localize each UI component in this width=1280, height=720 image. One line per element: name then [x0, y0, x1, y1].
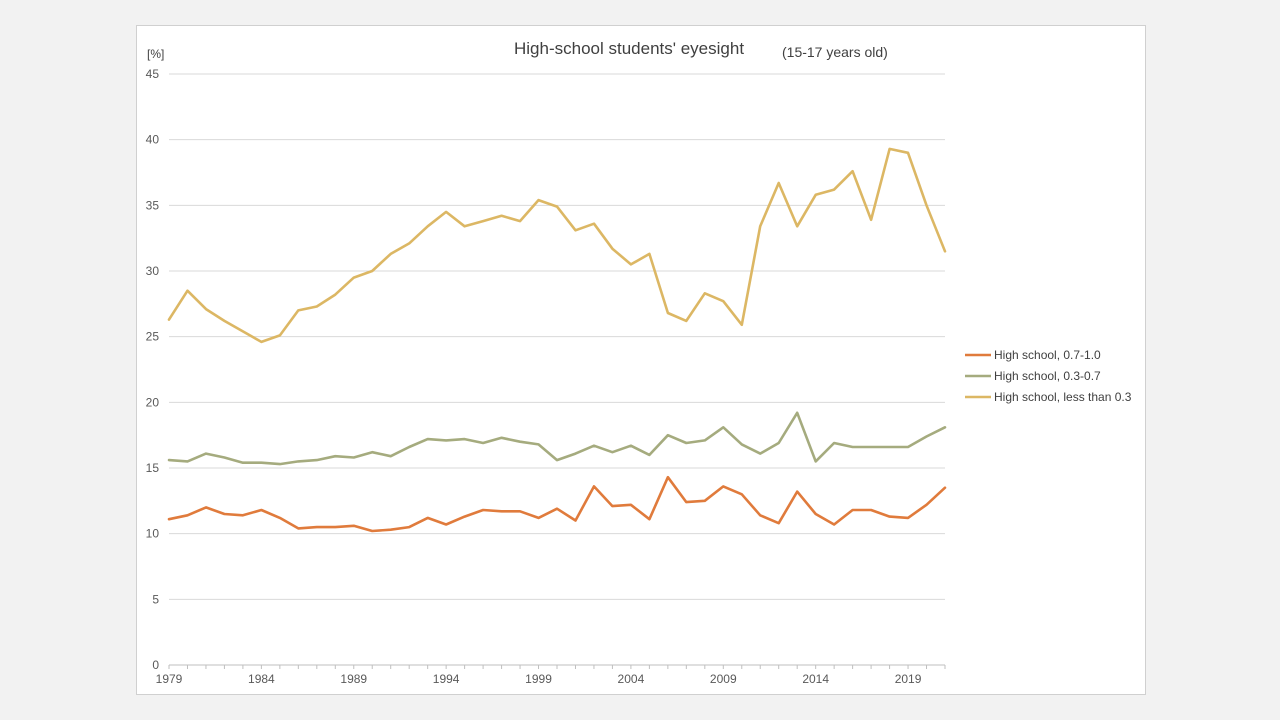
- x-tick-label: 2014: [802, 672, 829, 686]
- y-tick-label: 40: [146, 133, 160, 147]
- y-axis-unit: [%]: [147, 47, 164, 61]
- y-tick-label: 25: [146, 330, 160, 344]
- y-tick-label: 10: [146, 527, 160, 541]
- x-tick-label: 1989: [340, 672, 367, 686]
- x-tick-label: 1979: [156, 672, 183, 686]
- x-tick-label: 1999: [525, 672, 552, 686]
- grid-lines: [169, 73, 945, 666]
- legend-label: High school, 0.3-0.7: [994, 369, 1101, 383]
- y-tick-label: 15: [146, 461, 160, 475]
- series-line-2: [167, 411, 947, 466]
- x-tick-label: 2009: [710, 672, 737, 686]
- legend-label: High school, 0.7-1.0: [994, 348, 1101, 362]
- line-chart: 0 5 10 15 20 25 30 35 40 45 1979 1984 1989 1994 1999 20…: [146, 39, 1132, 686]
- y-tick-label: 20: [146, 395, 160, 409]
- legend: High school, 0.7-1.0 High school, 0.3-0.7…: [965, 348, 1132, 404]
- chart-frame: 0 5 10 15 20 25 30 35 40 45 1979 1984 1989 1994 1999 20…: [136, 25, 1146, 695]
- x-tick-label: 2019: [895, 672, 922, 686]
- y-tick-label: 35: [146, 198, 160, 212]
- chart-title: High-school students' eyesight: [514, 39, 744, 58]
- x-tick-label: 1984: [248, 672, 275, 686]
- series-line-3: [167, 147, 947, 344]
- x-tick-label: 1994: [433, 672, 460, 686]
- y-tick-label: 30: [146, 264, 160, 278]
- axes: 0 5 10 15 20 25 30 35 40 45 1979 1984 1989 1994 1999 20…: [146, 67, 946, 686]
- series-lines: [167, 147, 947, 533]
- x-tick-label: 2004: [618, 672, 645, 686]
- series-line-1: [167, 475, 947, 533]
- legend-label: High school, less than 0.3: [994, 390, 1132, 404]
- y-tick-label: 45: [146, 67, 160, 81]
- y-tick-label: 0: [152, 658, 159, 672]
- y-tick-label: 5: [152, 592, 159, 606]
- chart-subtitle: (15-17 years old): [782, 44, 888, 60]
